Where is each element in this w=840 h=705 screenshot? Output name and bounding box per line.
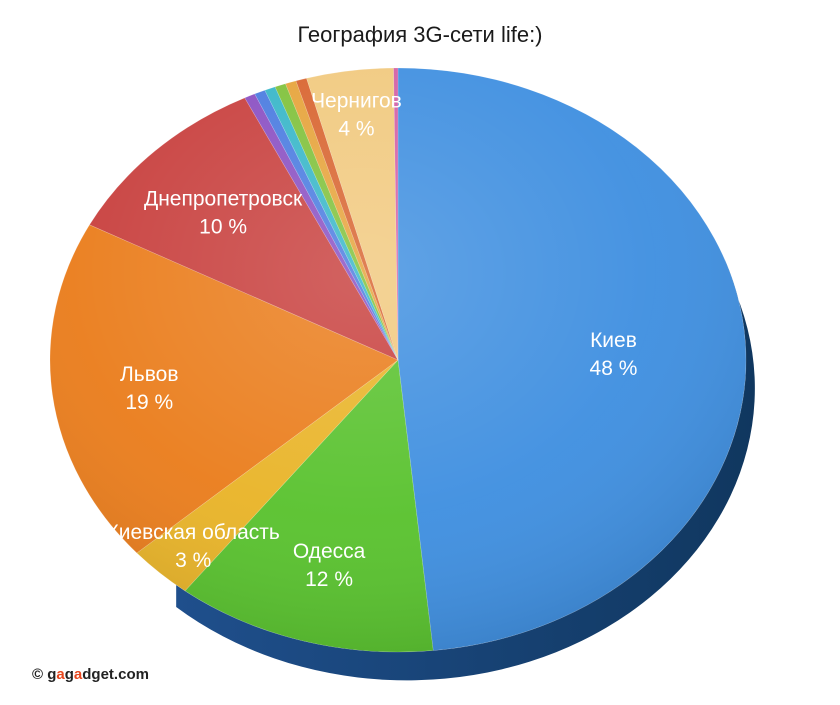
slice-label: Киевская область — [107, 521, 280, 544]
slice-label: Чернигов — [311, 89, 402, 112]
slice-value-label: 4 % — [338, 117, 374, 140]
slice-label: Одесса — [293, 540, 366, 563]
pie-depth-edge — [176, 259, 755, 681]
slice-label: Львов — [120, 363, 178, 386]
pie-edge-shadow — [176, 259, 755, 681]
slice-value-label: 48 % — [590, 357, 638, 380]
slice-value-label: 19 % — [125, 391, 173, 414]
slice-label: Днепропетровск — [144, 187, 303, 210]
copyright-symbol: © — [32, 666, 44, 683]
pie-labels: Киев 48 % Одесса 12 % Киевская область 3 % Льв… — [107, 89, 638, 591]
pie-gloss — [50, 68, 746, 652]
slice-value-label: 10 % — [199, 215, 247, 238]
watermark-brand: gagadget.com — [47, 666, 149, 683]
chart-title: География 3G-сети life:) — [297, 22, 543, 47]
pie-gloss-overlay — [50, 68, 746, 652]
watermark: © gagadget.com — [32, 666, 149, 683]
slice-label: Киев — [590, 329, 637, 352]
slice-value-label: 3 % — [175, 549, 211, 572]
slice-value-label: 12 % — [305, 568, 353, 591]
